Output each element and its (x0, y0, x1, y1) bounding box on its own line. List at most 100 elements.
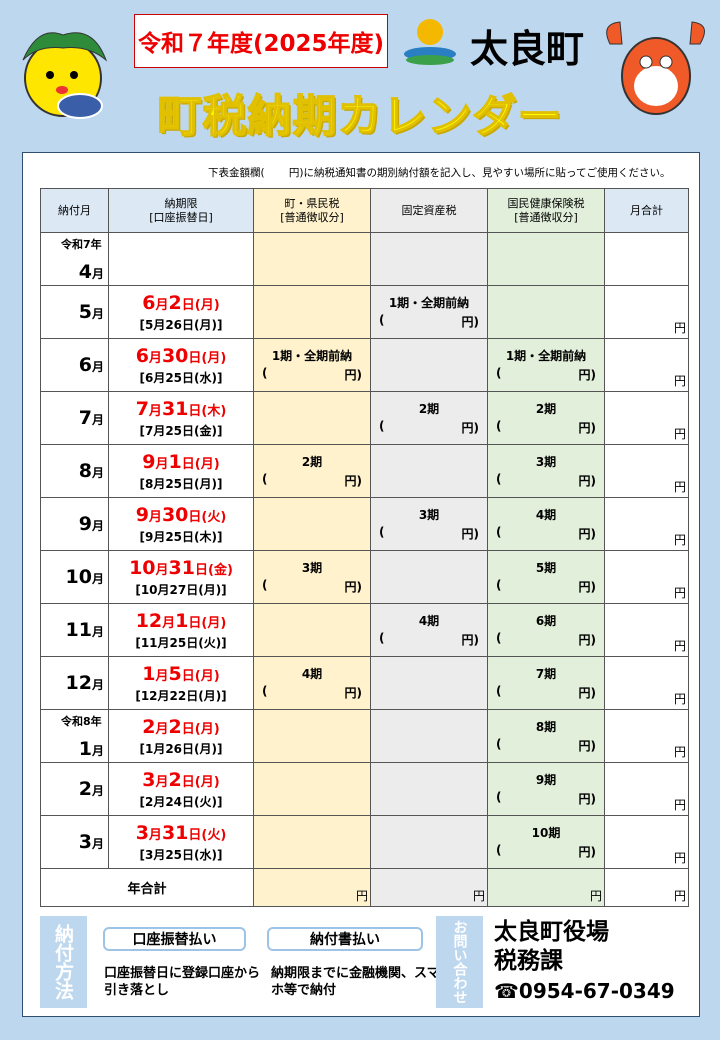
yen-unit: 円 (673, 321, 686, 335)
amount-field[interactable]: (円) (496, 737, 596, 753)
monthly-total-cell[interactable] (604, 232, 689, 286)
monthly-total-cell[interactable]: 円 (604, 497, 689, 551)
due-date: 3月31日(火) (135, 821, 227, 844)
amount-field[interactable]: (円) (496, 684, 596, 700)
header-due-date: 納期限 [口座振替日] (108, 188, 254, 233)
annual-total-cell[interactable]: 円 (253, 868, 371, 907)
resident-tax-cell[interactable] (253, 762, 371, 816)
amount-field[interactable]: (円) (496, 843, 596, 859)
property-tax-cell[interactable] (370, 338, 488, 392)
resident-tax-cell[interactable] (253, 603, 371, 657)
table-row: 11月 12月1日(月) [11月25日(火)] 4期 (円) 6期 (円) 円 (40, 603, 689, 657)
amount-field[interactable]: (円) (496, 472, 596, 488)
property-tax-cell[interactable] (370, 656, 488, 710)
yen-unit: 円 (673, 533, 686, 547)
resident-tax-cell[interactable] (253, 391, 371, 445)
health-insurance-tax-cell[interactable]: 7期 (円) (487, 656, 605, 710)
health-insurance-tax-cell[interactable] (487, 232, 605, 286)
table-row: 9月 9月30日(火) [9月25日(木)] 3期 (円) 4期 (円) 円 (40, 497, 689, 551)
property-tax-cell[interactable] (370, 815, 488, 869)
monthly-total-cell[interactable]: 円 (604, 338, 689, 392)
yen-unit: 円 (673, 480, 686, 494)
health-insurance-tax-cell[interactable]: 8期 (円) (487, 709, 605, 763)
payment-month: 2月 (40, 762, 109, 816)
month-number: 10 (65, 566, 92, 588)
amount-field[interactable]: (円) (496, 578, 596, 594)
amount-field[interactable]: (円) (262, 472, 362, 488)
due-date: 9月30日(火) (135, 503, 227, 526)
amount-field[interactable]: (円) (496, 631, 596, 647)
annual-total-cell[interactable]: 円 (604, 868, 689, 907)
era-year: 令和8年 (61, 715, 102, 728)
resident-tax-cell[interactable] (253, 232, 371, 286)
property-tax-cell[interactable] (370, 444, 488, 498)
yen-unit: 円 (472, 889, 485, 903)
amount-field[interactable]: (円) (496, 419, 596, 435)
health-insurance-tax-cell[interactable]: 3期 (円) (487, 444, 605, 498)
installment-label: 6期 (535, 614, 557, 628)
health-insurance-tax-cell[interactable]: 5期 (円) (487, 550, 605, 604)
header-health-insurance-tax: 国民健康保険税 [普通徴収分] (487, 188, 605, 233)
property-tax-cell[interactable]: 4期 (円) (370, 603, 488, 657)
property-tax-cell[interactable] (370, 709, 488, 763)
amount-field[interactable]: (円) (496, 366, 596, 382)
account-transfer-desc: 口座振替日に登録口座から引き落とし (104, 966, 261, 998)
amount-field[interactable]: (円) (379, 631, 479, 647)
monthly-total-cell[interactable]: 円 (604, 391, 689, 445)
yen-unit: 円 (673, 374, 686, 388)
due-date: 2月2日(月) (142, 715, 220, 738)
resident-tax-cell[interactable] (253, 497, 371, 551)
due-date-cell: 1月5日(月) [12月22日(月)] (108, 656, 254, 710)
monthly-total-cell[interactable]: 円 (604, 709, 689, 763)
table-row: 5月 6月2日(月) [5月26日(月)] 1期・全期前納 (円) 円 (40, 285, 689, 339)
property-tax-cell[interactable]: 3期 (円) (370, 497, 488, 551)
table-row: 令和8年 1月 2月2日(月) [1月26日(月)] 8期 (円) 円 (40, 709, 689, 763)
monthly-total-cell[interactable]: 円 (604, 550, 689, 604)
resident-tax-cell[interactable]: 2期 (円) (253, 444, 371, 498)
annual-total-cell[interactable]: 円 (487, 868, 605, 907)
installment-label: 2期 (301, 455, 323, 469)
transfer-date: [6月25日(水)] (139, 370, 223, 385)
yen-unit: 円 (589, 889, 602, 903)
yen-unit: 円 (355, 889, 368, 903)
resident-tax-cell[interactable]: 4期 (円) (253, 656, 371, 710)
due-date-cell: 6月2日(月) [5月26日(月)] (108, 285, 254, 339)
property-tax-cell[interactable] (370, 550, 488, 604)
amount-field[interactable]: (円) (262, 684, 362, 700)
resident-tax-cell[interactable] (253, 285, 371, 339)
amount-field[interactable]: (円) (379, 525, 479, 541)
monthly-total-cell[interactable]: 円 (604, 762, 689, 816)
due-date-cell: 6月30日(月) [6月25日(水)] (108, 338, 254, 392)
monthly-total-cell[interactable]: 円 (604, 656, 689, 710)
resident-tax-cell[interactable] (253, 815, 371, 869)
column-header-line: 納付月 (58, 203, 91, 217)
health-insurance-tax-cell[interactable]: 1期・全期前納 (円) (487, 338, 605, 392)
property-tax-cell[interactable] (370, 232, 488, 286)
annual-total-cell[interactable]: 円 (370, 868, 488, 907)
property-tax-cell[interactable]: 2期 (円) (370, 391, 488, 445)
monthly-total-cell[interactable]: 円 (604, 815, 689, 869)
property-tax-cell[interactable]: 1期・全期前納 (円) (370, 285, 488, 339)
monthly-total-cell[interactable]: 円 (604, 444, 689, 498)
amount-field[interactable]: (円) (496, 525, 596, 541)
resident-tax-cell[interactable] (253, 709, 371, 763)
health-insurance-tax-cell[interactable]: 9期 (円) (487, 762, 605, 816)
amount-field[interactable]: (円) (262, 578, 362, 594)
health-insurance-tax-cell[interactable]: 2期 (円) (487, 391, 605, 445)
resident-tax-cell[interactable]: 1期・全期前納 (円) (253, 338, 371, 392)
health-insurance-tax-cell[interactable]: 6期 (円) (487, 603, 605, 657)
health-insurance-tax-cell[interactable] (487, 285, 605, 339)
phone-number[interactable]: ☎0954-67-0349 (494, 979, 675, 1003)
amount-field[interactable]: (円) (262, 366, 362, 382)
monthly-total-cell[interactable]: 円 (604, 603, 689, 657)
health-insurance-tax-cell[interactable]: 4期 (円) (487, 497, 605, 551)
resident-tax-cell[interactable]: 3期 (円) (253, 550, 371, 604)
account-transfer-badge: 口座振替払い (103, 927, 246, 951)
monthly-total-cell[interactable]: 円 (604, 285, 689, 339)
due-date: 10月31日(金) (129, 556, 233, 579)
health-insurance-tax-cell[interactable]: 10期 (円) (487, 815, 605, 869)
amount-field[interactable]: (円) (379, 313, 479, 329)
amount-field[interactable]: (円) (496, 790, 596, 806)
amount-field[interactable]: (円) (379, 419, 479, 435)
property-tax-cell[interactable] (370, 762, 488, 816)
